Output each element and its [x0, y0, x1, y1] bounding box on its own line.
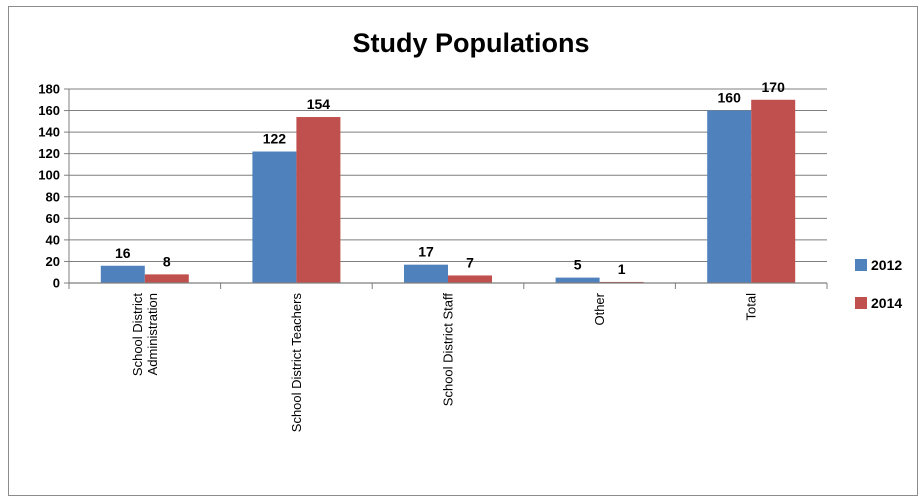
y-tick-label: 180	[38, 82, 60, 97]
legend-swatch-2014	[855, 297, 867, 309]
y-tick-label: 140	[38, 125, 60, 140]
category-label: School District Staff	[441, 293, 456, 407]
bar-2014	[751, 99, 796, 284]
y-tick-label: 60	[46, 211, 60, 226]
data-label: 16	[115, 245, 131, 261]
data-label: 17	[418, 244, 434, 260]
y-tick-label: 160	[38, 103, 60, 118]
x-axis-categories: School District Administration School Dist…	[130, 292, 759, 432]
bars	[100, 99, 796, 284]
y-axis-ticks: 0 20 40 60 80 100 120 140 160 180	[38, 82, 69, 291]
category-label: Other	[592, 292, 607, 325]
bar-2014	[448, 275, 492, 283]
data-labels: 16 122 17 5 160 8 154 7 1 170	[115, 79, 785, 277]
gridlines	[69, 88, 827, 262]
legend-label: 2014	[871, 295, 902, 311]
y-tick-label: 100	[38, 168, 60, 183]
data-label: 170	[762, 79, 786, 95]
legend-swatch-2012	[855, 259, 867, 271]
bar-2012	[404, 264, 448, 283]
bar-2014	[296, 117, 341, 284]
y-tick-label: 40	[46, 232, 60, 247]
y-tick-label: 20	[46, 254, 60, 269]
y-tick-label: 0	[53, 276, 60, 291]
legend: 2012 2014	[855, 257, 902, 311]
data-label: 122	[263, 131, 287, 147]
bar-chart: Study Populations 0204060801001201401601…	[38, 28, 902, 432]
y-tick-label: 80	[46, 189, 60, 204]
legend-label: 2012	[871, 257, 902, 273]
category-label: School District Teachers	[289, 293, 304, 433]
y-tick-label: 120	[38, 146, 60, 161]
category-label: Total	[744, 293, 759, 321]
data-label: 7	[466, 254, 474, 270]
category-label: Administration	[145, 293, 160, 375]
data-label: 1	[618, 261, 626, 277]
bar-2012	[707, 110, 752, 283]
data-label: 160	[718, 90, 742, 106]
data-label: 154	[307, 96, 331, 112]
data-label: 8	[163, 253, 171, 269]
bar-2012	[555, 277, 600, 283]
bar-2014	[144, 274, 189, 283]
chart-title: Study Populations	[352, 28, 589, 58]
data-label: 5	[574, 257, 582, 273]
bar-2012	[252, 151, 297, 283]
category-label: School District	[130, 293, 145, 376]
chart-frame: Study Populations 0 20 40 60 80 100 120 140 160 1…	[8, 6, 918, 496]
axes	[68, 89, 828, 289]
bar-2012	[100, 265, 145, 283]
